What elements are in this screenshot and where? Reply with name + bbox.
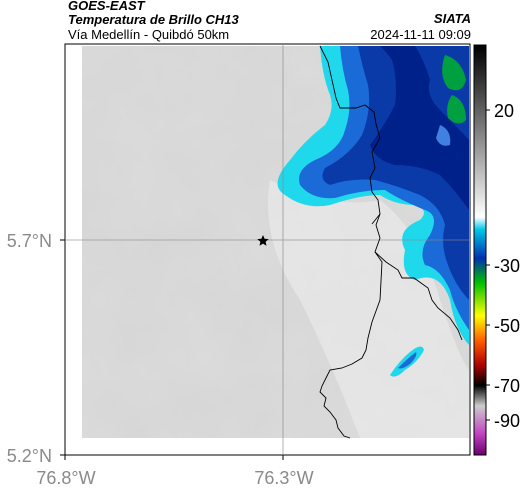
datetime-label: 2024-11-11 09:09 — [370, 27, 471, 42]
product-title: Temperatura de Brillo CH13 — [68, 12, 239, 27]
colorbar-tick-label: -90 — [494, 411, 520, 431]
colorbar-tick-label: -30 — [494, 256, 520, 276]
colorbar-tick-label: 20 — [494, 101, 514, 121]
y-tick-label: 5.7°N — [7, 231, 52, 251]
x-tick-label: 76.3°W — [254, 468, 313, 488]
colorbar: 20 -30 -50 -70 -90 — [473, 44, 520, 456]
y-tick-label: 5.2°N — [7, 446, 52, 466]
colorbar-tick-label: -50 — [494, 316, 520, 336]
satellite-title: GOES-EAST — [68, 0, 145, 13]
convective-cloud — [277, 46, 469, 377]
colorbar-tick-label: -70 — [494, 376, 520, 396]
star-icon — [257, 235, 269, 246]
region-subtitle: Vía Medellín - Quibdó 50km — [68, 27, 230, 42]
org-label: SIATA — [433, 11, 471, 26]
x-tick-label: 76.8°W — [36, 468, 95, 488]
axis-ticks — [60, 239, 284, 460]
boundary-lines — [319, 45, 463, 439]
